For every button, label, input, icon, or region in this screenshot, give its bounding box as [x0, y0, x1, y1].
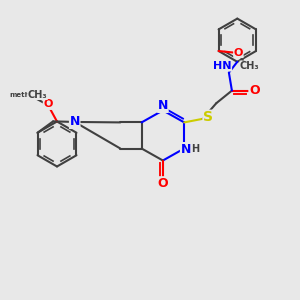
Text: O: O — [234, 47, 243, 58]
Text: O: O — [249, 83, 260, 97]
Text: O: O — [43, 99, 53, 110]
Text: N: N — [70, 116, 80, 128]
Text: H: H — [191, 144, 200, 154]
Text: CH₃: CH₃ — [28, 89, 47, 100]
Text: N: N — [181, 142, 191, 156]
Text: CH₃: CH₃ — [240, 61, 260, 71]
Text: methoxy: methoxy — [10, 92, 44, 98]
Text: N: N — [158, 99, 168, 112]
Text: O: O — [158, 177, 168, 190]
Text: HN: HN — [213, 61, 232, 71]
Text: S: S — [203, 110, 213, 124]
